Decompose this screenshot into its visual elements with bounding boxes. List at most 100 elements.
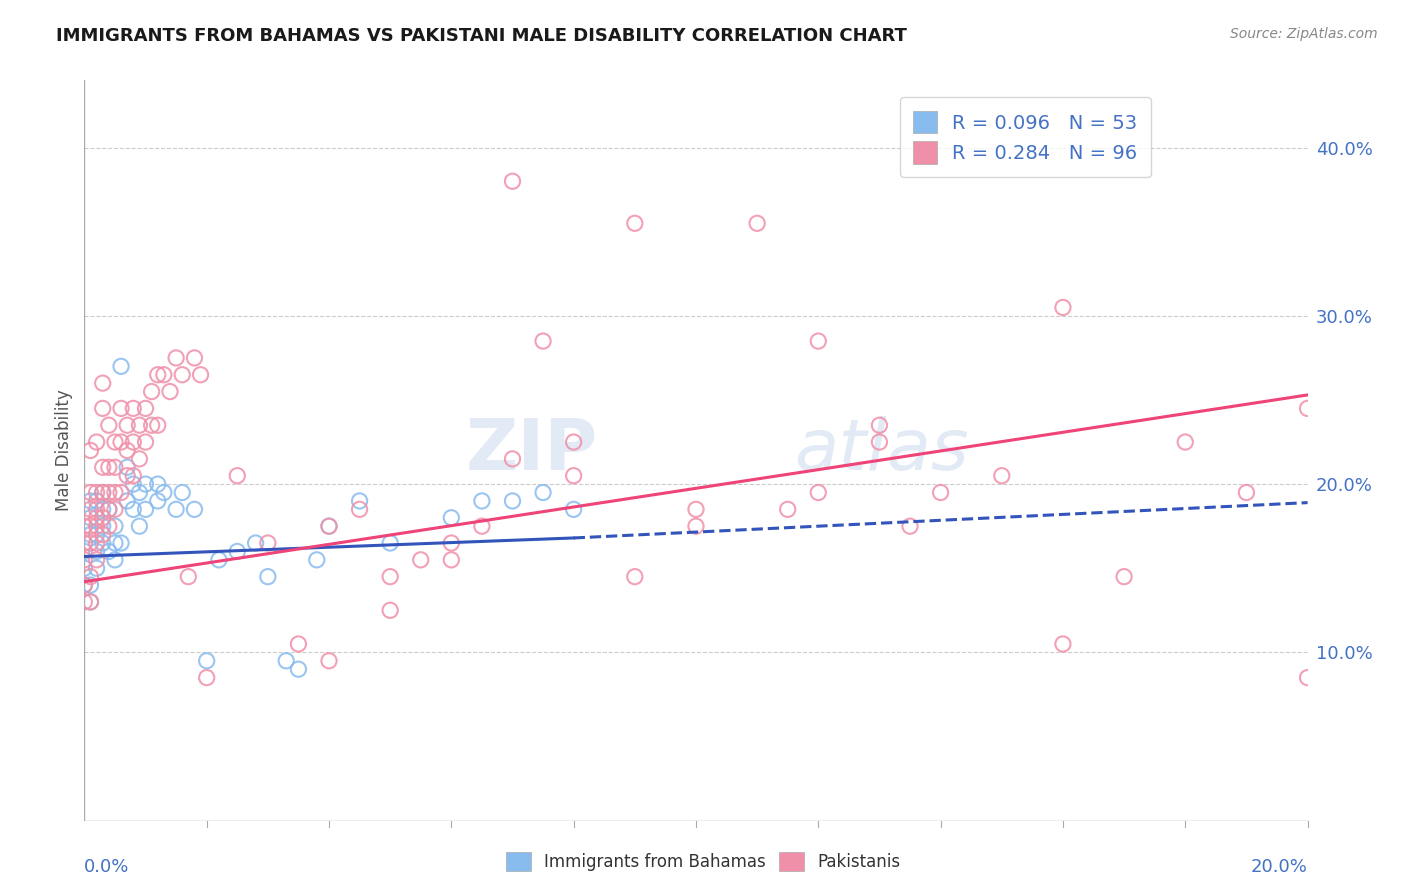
Point <box>97 502 120 516</box>
Point <box>104 553 127 567</box>
Point <box>349 494 371 508</box>
Point <box>208 553 231 567</box>
Point <box>79 494 101 508</box>
Point <box>165 502 187 516</box>
Point <box>624 216 647 230</box>
Point <box>226 468 249 483</box>
Point <box>86 527 108 541</box>
Point <box>86 435 108 450</box>
Point <box>73 561 96 575</box>
Y-axis label: Male Disability: Male Disability <box>55 390 73 511</box>
Point <box>1114 569 1136 583</box>
Point <box>287 662 309 676</box>
Point <box>183 502 205 516</box>
Point <box>807 485 830 500</box>
Point <box>177 569 200 583</box>
Point <box>86 544 108 558</box>
Text: atlas: atlas <box>794 416 969 485</box>
Point <box>898 519 921 533</box>
Point <box>97 460 120 475</box>
Point <box>91 502 114 516</box>
Text: ZIP: ZIP <box>465 416 598 485</box>
Point <box>685 519 707 533</box>
Point <box>73 595 96 609</box>
Point <box>79 519 101 533</box>
Point <box>991 468 1014 483</box>
Point <box>1052 637 1074 651</box>
Point <box>245 536 267 550</box>
Point <box>257 536 280 550</box>
Point <box>79 578 101 592</box>
Point <box>122 401 145 416</box>
Point <box>380 569 402 583</box>
Point <box>86 519 108 533</box>
Point <box>122 468 145 483</box>
Point <box>91 510 114 524</box>
Point <box>502 494 524 508</box>
Point <box>97 418 120 433</box>
Point <box>409 553 432 567</box>
Point <box>73 578 96 592</box>
Point <box>86 494 108 508</box>
Point <box>91 401 114 416</box>
Point <box>86 485 108 500</box>
Point <box>172 485 194 500</box>
Point <box>146 477 169 491</box>
Point <box>122 502 145 516</box>
Point <box>287 637 309 651</box>
Point <box>122 477 145 491</box>
Point <box>91 485 114 500</box>
Point <box>128 519 150 533</box>
Point <box>1296 401 1319 416</box>
Point <box>1174 435 1197 450</box>
Point <box>1236 485 1258 500</box>
Point <box>1052 301 1074 315</box>
Point <box>141 384 163 399</box>
Point <box>128 485 150 500</box>
Point <box>776 502 799 516</box>
Text: IMMIGRANTS FROM BAHAMAS VS PAKISTANI MALE DISABILITY CORRELATION CHART: IMMIGRANTS FROM BAHAMAS VS PAKISTANI MAL… <box>56 27 907 45</box>
Point <box>79 502 101 516</box>
Point <box>86 553 108 567</box>
Point <box>104 519 127 533</box>
Point <box>380 536 402 550</box>
Point <box>440 553 463 567</box>
Point <box>110 359 132 374</box>
Point <box>86 510 108 524</box>
Point <box>91 485 114 500</box>
Point <box>146 418 169 433</box>
Point <box>73 536 96 550</box>
Point <box>91 460 114 475</box>
Point <box>79 527 101 541</box>
Point <box>141 418 163 433</box>
Point <box>86 502 108 516</box>
Point <box>79 595 101 609</box>
Point <box>110 401 132 416</box>
Point <box>531 485 554 500</box>
Point <box>135 477 157 491</box>
Point <box>471 519 494 533</box>
Point <box>97 502 120 516</box>
Point <box>104 485 127 500</box>
Point <box>153 368 176 382</box>
Point <box>115 460 138 475</box>
Point <box>115 494 138 508</box>
Point <box>104 536 127 550</box>
Point <box>91 519 114 533</box>
Point <box>318 654 340 668</box>
Point <box>929 485 952 500</box>
Point <box>110 485 132 500</box>
Point <box>79 510 101 524</box>
Point <box>380 603 402 617</box>
Point <box>146 494 169 508</box>
Point <box>79 485 101 500</box>
Point <box>86 561 108 575</box>
Point <box>153 485 176 500</box>
Point <box>86 536 108 550</box>
Point <box>257 569 280 583</box>
Point <box>91 527 114 541</box>
Point <box>91 376 114 391</box>
Point <box>135 502 157 516</box>
Point <box>79 595 101 609</box>
Point <box>159 384 181 399</box>
